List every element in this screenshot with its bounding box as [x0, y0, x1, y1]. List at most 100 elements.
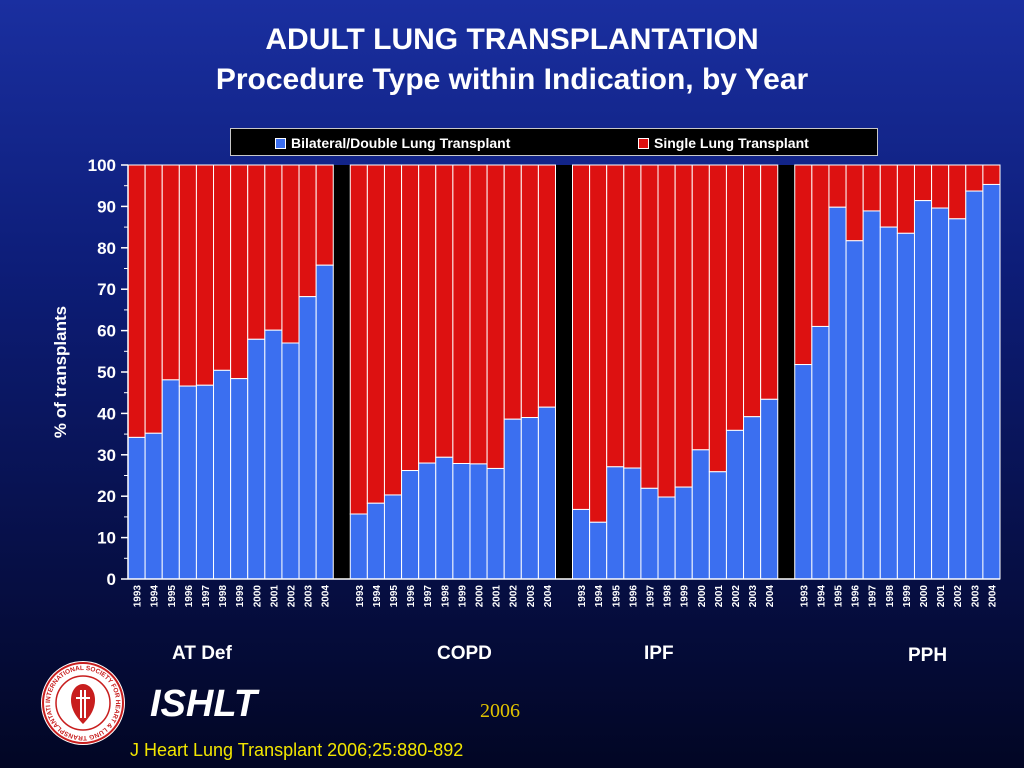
bar-bilateral-copd-2001 — [486, 467, 505, 580]
x-tick-label-pph-2000: 2000 — [919, 585, 930, 608]
x-tick-label-copd-1997: 1997 — [423, 585, 434, 608]
bar-bilateral-ipf-1998 — [657, 496, 676, 580]
y-tick-label-70: 70 — [97, 280, 116, 299]
x-tick-label-at-def-1997: 1997 — [201, 585, 212, 608]
bar-single-ipf-1995 — [606, 164, 625, 468]
bar-bilateral-copd-1997 — [418, 462, 437, 580]
bar-bilateral-ipf-2001 — [708, 471, 727, 580]
bar-single-ipf-2000 — [691, 164, 710, 451]
x-tick-label-copd-1994: 1994 — [372, 585, 383, 608]
x-tick-label-ipf-1994: 1994 — [594, 585, 605, 608]
bar-bilateral-pph-2004 — [982, 183, 1001, 580]
bar-single-at-def-1996 — [178, 164, 197, 387]
bar-bilateral-copd-1993 — [349, 513, 368, 580]
bar-bilateral-ipf-2004 — [760, 398, 779, 580]
x-tick-label-pph-2003: 2003 — [970, 585, 981, 608]
citation: J Heart Lung Transplant 2006;25:880-892 — [130, 740, 464, 760]
bar-single-copd-1994 — [366, 164, 385, 504]
x-tick-label-ipf-2000: 2000 — [697, 585, 708, 608]
bar-single-pph-1993 — [794, 164, 813, 366]
bar-bilateral-copd-2004 — [537, 406, 556, 580]
x-tick-label-ipf-2004: 2004 — [765, 585, 776, 608]
x-tick-label-ipf-1999: 1999 — [680, 585, 691, 608]
x-tick-label-pph-1996: 1996 — [851, 585, 862, 608]
bar-single-at-def-2000 — [247, 164, 266, 340]
bar-bilateral-at-def-1993 — [127, 436, 146, 580]
bar-bilateral-pph-2000 — [913, 200, 933, 580]
bar-bilateral-pph-1994 — [811, 325, 830, 580]
bar-bilateral-pph-1999 — [896, 232, 915, 580]
x-tick-label-ipf-2002: 2002 — [731, 585, 742, 608]
x-tick-label-pph-1994: 1994 — [816, 585, 827, 608]
x-tick-label-at-def-1998: 1998 — [218, 585, 229, 608]
bar-single-ipf-1999 — [674, 164, 693, 488]
bar-bilateral-ipf-1997 — [640, 487, 659, 580]
bar-single-at-def-1994 — [144, 164, 163, 434]
bar-single-copd-1995 — [383, 164, 403, 496]
ishlt-logo: INTERNATIONAL SOCIETY FOR HEART & LUNG T… — [40, 660, 125, 745]
bar-bilateral-at-def-1998 — [213, 369, 232, 580]
bar-bilateral-copd-1998 — [435, 456, 454, 580]
bar-single-pph-1995 — [828, 164, 847, 208]
bar-single-ipf-2004 — [760, 164, 779, 400]
x-tick-label-at-def-2000: 2000 — [252, 585, 263, 608]
x-tick-label-copd-1998: 1998 — [440, 585, 451, 608]
bar-bilateral-copd-2002 — [503, 418, 522, 580]
y-tick-label-80: 80 — [97, 239, 116, 258]
bar-bilateral-copd-1996 — [401, 470, 420, 580]
bar-bilateral-pph-1996 — [845, 240, 864, 580]
x-tick-label-copd-1999: 1999 — [457, 585, 468, 608]
bar-bilateral-at-def-2001 — [264, 329, 283, 580]
bar-bilateral-copd-1995 — [383, 494, 403, 580]
bar-bilateral-ipf-1996 — [623, 467, 642, 580]
bar-single-pph-1996 — [845, 164, 864, 242]
legend-swatch-bilateral — [275, 137, 286, 149]
x-tick-label-copd-2000: 2000 — [475, 585, 486, 608]
x-tick-label-at-def-2002: 2002 — [286, 585, 297, 608]
x-tick-label-at-def-1994: 1994 — [150, 585, 161, 608]
bar-single-at-def-1995 — [161, 164, 180, 381]
bar-single-ipf-2002 — [725, 164, 745, 431]
y-tick-label-10: 10 — [97, 529, 116, 548]
bar-single-copd-2004 — [537, 164, 556, 408]
x-tick-label-pph-1999: 1999 — [902, 585, 913, 608]
x-tick-label-ipf-2001: 2001 — [714, 585, 725, 608]
chart-subtitle: Procedure Type within Indication, by Yea… — [215, 63, 809, 96]
bar-single-pph-2002 — [948, 164, 967, 220]
x-tick-label-at-def-1993: 1993 — [133, 585, 144, 608]
bar-single-ipf-2003 — [743, 164, 762, 418]
bar-bilateral-at-def-2002 — [281, 342, 300, 580]
bar-bilateral-at-def-1997 — [195, 384, 215, 580]
x-tick-label-pph-1998: 1998 — [885, 585, 896, 608]
bar-bilateral-at-def-1994 — [144, 432, 163, 580]
bar-single-pph-2004 — [982, 164, 1001, 185]
bar-single-pph-1997 — [862, 164, 881, 212]
bar-bilateral-at-def-1999 — [230, 378, 249, 580]
bar-single-pph-1994 — [811, 164, 830, 327]
x-tick-label-at-def-2001: 2001 — [269, 585, 280, 608]
bar-single-at-def-1993 — [127, 164, 146, 438]
y-tick-label-60: 60 — [97, 322, 116, 341]
x-tick-label-at-def-2004: 2004 — [321, 585, 332, 608]
chart-title: ADULT LUNG TRANSPLANTATION — [265, 23, 759, 56]
bar-bilateral-pph-1993 — [794, 364, 813, 580]
x-tick-label-ipf-1995: 1995 — [611, 585, 622, 608]
bar-bilateral-at-def-1995 — [161, 379, 180, 580]
x-tick-label-pph-2002: 2002 — [953, 585, 964, 608]
bar-bilateral-pph-2001 — [931, 207, 950, 580]
bar-single-copd-1993 — [349, 164, 368, 515]
bar-single-copd-2003 — [520, 164, 539, 419]
bar-single-ipf-1998 — [657, 164, 676, 498]
group-label-copd: COPD — [437, 643, 492, 664]
x-tick-label-copd-1996: 1996 — [406, 585, 417, 608]
x-tick-label-ipf-1993: 1993 — [577, 585, 588, 608]
group-label-pph: PPH — [908, 645, 948, 666]
x-tick-label-pph-2004: 2004 — [987, 585, 998, 608]
legend-item-single: Single Lung Transplant — [638, 135, 809, 151]
bar-single-pph-2000 — [913, 164, 933, 202]
x-tick-label-copd-2004: 2004 — [543, 585, 554, 608]
bar-single-copd-2001 — [486, 164, 505, 469]
bar-single-copd-1999 — [452, 164, 471, 464]
bar-bilateral-ipf-2002 — [725, 429, 745, 580]
y-tick-label-40: 40 — [97, 404, 116, 423]
